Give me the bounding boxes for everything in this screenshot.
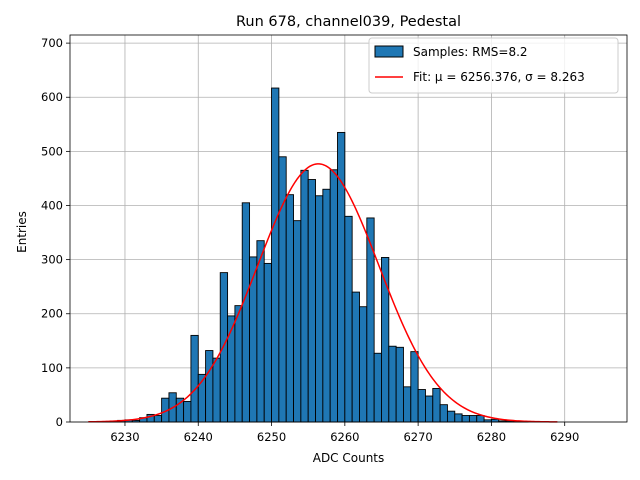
fit-curve xyxy=(88,163,558,423)
histogram-bar xyxy=(307,179,316,423)
x-tick-label: 6250 xyxy=(257,430,286,444)
chart-title: Run 678, channel039, Pedestal xyxy=(236,14,461,30)
histogram-bar xyxy=(322,188,331,423)
histogram-bar xyxy=(263,262,272,423)
y-axis-ticks: 0 100 200 300 400 500 600 700 xyxy=(41,36,70,429)
histogram-bar xyxy=(205,350,214,423)
grid-lines xyxy=(70,35,627,423)
histogram-bar xyxy=(359,306,368,423)
histogram-bar xyxy=(351,291,360,423)
histogram-bar xyxy=(329,169,338,423)
x-tick-label: 6280 xyxy=(477,430,506,444)
legend: Samples: RMS=8.2 Fit: μ = 6256.376, σ = … xyxy=(368,37,619,94)
histogram-bar xyxy=(293,220,302,423)
histogram-bar xyxy=(344,215,353,423)
histogram-bar xyxy=(439,404,448,423)
histogram-bar xyxy=(446,410,456,423)
x-tick-label: 6270 xyxy=(403,430,432,444)
histogram-bar xyxy=(490,418,500,423)
histogram-bar xyxy=(241,202,251,423)
histogram-bar xyxy=(190,334,199,423)
histogram-bar xyxy=(183,400,192,423)
plot-frame xyxy=(69,34,628,423)
y-tick-label: 0 xyxy=(56,415,63,429)
histogram-bar xyxy=(153,415,163,423)
histogram-bar xyxy=(403,386,412,423)
histogram-bar xyxy=(300,169,309,423)
y-tick-label: 300 xyxy=(41,253,63,267)
histogram-bar xyxy=(432,387,441,423)
histogram-bars xyxy=(95,87,529,423)
histogram-bar xyxy=(476,415,485,423)
legend-samples-label: Samples: RMS=8.2 xyxy=(413,45,528,59)
legend-samples-swatch xyxy=(374,45,404,58)
histogram-bar xyxy=(271,87,280,423)
histogram-bar xyxy=(395,346,404,423)
histogram-bar xyxy=(461,415,470,423)
histogram-bar xyxy=(212,357,221,423)
histogram-bar xyxy=(425,395,434,423)
histogram-bar xyxy=(285,194,294,423)
y-tick-label: 100 xyxy=(41,361,63,375)
histogram-bar xyxy=(234,305,243,423)
histogram-bar xyxy=(468,415,478,423)
y-tick-label: 400 xyxy=(41,198,63,212)
histogram-bar xyxy=(337,131,346,423)
histogram-bar xyxy=(410,351,419,423)
histogram-bar xyxy=(417,389,426,423)
histogram-bar xyxy=(373,352,382,423)
legend-fit-label: Fit: μ = 6256.376, σ = 8.263 xyxy=(413,70,585,84)
histogram-bar xyxy=(256,240,265,423)
y-axis-label: Entries xyxy=(15,211,29,253)
histogram-bar xyxy=(315,195,324,423)
x-tick-label: 6290 xyxy=(550,430,579,444)
x-axis-ticks: 6230 6240 6250 6260 6270 6280 6290 xyxy=(110,422,579,444)
y-tick-label: 600 xyxy=(41,90,63,104)
x-tick-label: 6230 xyxy=(110,430,139,444)
y-tick-label: 500 xyxy=(41,144,63,158)
histogram-bar xyxy=(278,156,287,423)
x-tick-label: 6260 xyxy=(330,430,359,444)
x-axis-label: ADC Counts xyxy=(313,451,385,465)
histogram-bar xyxy=(219,272,229,423)
y-tick-label: 700 xyxy=(41,36,63,50)
histogram-bar xyxy=(388,345,397,423)
x-tick-label: 6240 xyxy=(184,430,213,444)
histogram-bar xyxy=(454,413,463,423)
y-tick-label: 200 xyxy=(41,307,63,321)
legend-box xyxy=(368,37,619,94)
